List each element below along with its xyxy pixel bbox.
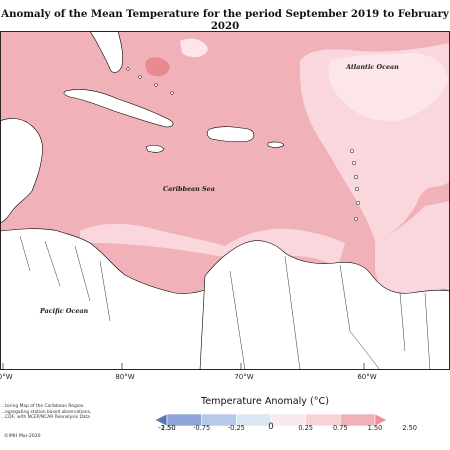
land-lesser-antilles-6 — [354, 217, 358, 221]
land-cuba — [63, 89, 174, 128]
land-lesser-antilles-2 — [351, 160, 357, 166]
land-florida — [89, 31, 123, 73]
land-jamaica — [145, 144, 165, 153]
legend-tick-7: 1.50 — [367, 424, 383, 432]
anomaly-zone-warm-bahamas — [145, 57, 170, 77]
land-central-america-mexico — [0, 118, 43, 224]
copyright-text: ©IMH Mar-2020 — [4, 434, 41, 439]
anomaly-zone-faint-atlantic — [328, 53, 448, 122]
legend-tick-1: -1.50 — [158, 424, 176, 432]
country-borders — [19, 235, 431, 370]
land-bahamas-3 — [154, 83, 158, 87]
ocean-label-pacific: Pacific Ocean — [39, 307, 89, 315]
land-hispaniola — [206, 126, 255, 143]
land-lesser-antilles-1 — [349, 148, 355, 154]
map-title: Anomaly of the Mean Temperature for the … — [1, 8, 449, 32]
anomaly-zone-faint-small-1 — [180, 38, 208, 58]
legend-tick-8: 2.50 — [402, 424, 417, 432]
land-south-america — [199, 240, 450, 370]
land-lesser-antilles-3 — [353, 174, 359, 180]
longitude-label-90w: 90°W — [0, 373, 13, 381]
legend-tick-5: 0.25 — [298, 424, 313, 432]
legend-tick-3: -0.25 — [227, 424, 245, 432]
land-lesser-antilles-5 — [355, 200, 361, 206]
legend-colorbar — [154, 411, 388, 427]
longitude-label-60w: 60°W — [357, 373, 377, 381]
land-lesser-antilles-4 — [354, 186, 360, 192]
legend-bin-7 — [374, 413, 388, 427]
ocean-label-atlantic: Atlantic Ocean — [345, 63, 399, 71]
longitude-ticks — [2, 363, 365, 370]
credit-line-3: ...CDF, with NCEP/NCAR Reanalysis Data — [1, 415, 90, 421]
land-bahamas-2 — [138, 75, 142, 79]
land-masses — [0, 31, 450, 370]
longitude-label-80w: 80°W — [115, 373, 135, 381]
anomaly-map: Atlantic Ocean Caribbean Sea Pacific Oce… — [0, 31, 450, 370]
ocean-label-caribbean: Caribbean Sea — [163, 185, 215, 193]
land-bahamas-4 — [170, 91, 174, 95]
longitude-label-70w: 70°W — [234, 373, 254, 381]
land-central-america-isthmus — [0, 228, 223, 370]
credit-line-1: ...toring Map of the Caribbean Region. — [1, 404, 85, 409]
legend-tick-4: 0 — [268, 422, 274, 432]
credit-line-2: ...egregating station based observations… — [1, 409, 92, 415]
legend-title: Temperature Anomaly (°C) — [201, 396, 329, 407]
land-puerto-rico — [267, 141, 285, 148]
credits-block: ...toring Map of the Caribbean Region. .… — [1, 404, 113, 421]
land-bahamas-1 — [126, 67, 130, 71]
legend-tick-6: 0.75 — [332, 424, 348, 432]
legend-tick-0: -2.50 — [158, 424, 176, 432]
legend-tick-2: -0.75 — [193, 424, 211, 432]
